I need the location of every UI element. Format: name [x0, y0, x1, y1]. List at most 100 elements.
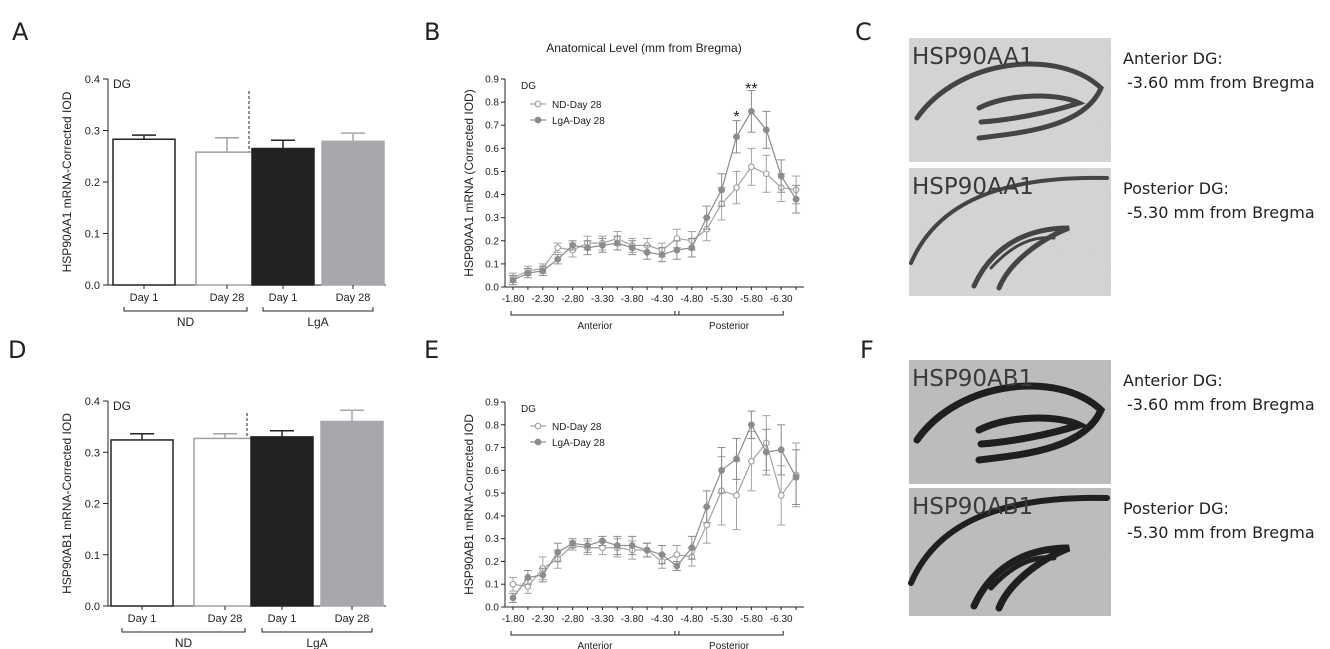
- y-tick-label: 0.4: [85, 74, 100, 86]
- data-point: [599, 537, 606, 545]
- panel-letter-a: A: [12, 18, 29, 46]
- data-point: [748, 163, 755, 171]
- data-point: [613, 239, 621, 247]
- image-caption-line1: Posterior DG:: [1123, 179, 1229, 198]
- x-tick-label: -1.80: [502, 294, 525, 305]
- data-point: [703, 503, 711, 511]
- x-tick-label: -3.80: [621, 294, 644, 305]
- histology-image: HSP90AA1 Posterior DG: -5.30 mm from Bregm…: [909, 168, 1315, 296]
- chart-e: 0.0 0.1 0.2 0.3 0.4 0.5 0.6 0.7 0.8 0.9 -1.80 -2.30…: [462, 398, 805, 649]
- group-label: LgA: [306, 636, 327, 649]
- image-label: HSP90AB1: [912, 366, 1033, 392]
- image-caption-line2: -5.30 mm from Bregma: [1127, 523, 1315, 542]
- series-line: [512, 441, 797, 588]
- group-bracket: [262, 307, 374, 312]
- y-tick-label: 0.1: [485, 259, 499, 270]
- x-tick-label: Day 28: [210, 292, 245, 304]
- y-tick-label: 0.2: [485, 557, 499, 568]
- data-point: [733, 133, 740, 141]
- data-point: [584, 542, 591, 549]
- x-tick-label: Day 28: [335, 613, 370, 625]
- y-tick-label: 0.0: [485, 603, 499, 614]
- data-point: [777, 446, 785, 454]
- data-point: [762, 170, 770, 178]
- image-texture: [909, 168, 1111, 296]
- y-tick-label: 0.5: [485, 167, 499, 178]
- x-tick-label: -4.80: [680, 614, 703, 625]
- x-tick-label: -2.80: [561, 294, 584, 305]
- data-point: [658, 551, 666, 559]
- group-bracket: [261, 628, 373, 633]
- x-tick-label: -4.80: [680, 294, 703, 305]
- x-tick-label: -4.30: [651, 614, 674, 625]
- region-bracket: [510, 631, 680, 636]
- region-bracket-label: Anterior: [577, 321, 613, 332]
- legend-label: ND-Day 28: [552, 100, 602, 111]
- y-tick-label: 0.3: [485, 213, 499, 224]
- y-tick-label: 0.6: [485, 144, 499, 155]
- image-caption-line1: Posterior DG:: [1123, 499, 1229, 518]
- data-point: [673, 562, 681, 570]
- bar: [321, 140, 385, 286]
- ca-layer: [908, 494, 1110, 586]
- region-label: DG: [521, 81, 536, 92]
- data-point: [673, 246, 681, 254]
- x-tick-label: Day 1: [128, 613, 157, 625]
- histology-image: HSP90AB1 Posterior DG: -5.30 mm from Bregm…: [908, 488, 1315, 616]
- x-tick-label: -6.30: [770, 614, 793, 625]
- data-point: [718, 186, 725, 194]
- data-point: [748, 421, 755, 429]
- x-tick-label: -5.30: [710, 614, 733, 625]
- x-tick-label: -3.80: [621, 614, 644, 625]
- y-tick-label: 0.1: [85, 229, 100, 241]
- granule-cell-layer: [970, 544, 1071, 612]
- image-label: HSP90AA1: [912, 174, 1034, 200]
- data-point: [509, 594, 517, 602]
- data-point: [733, 455, 740, 463]
- granule-cell-layer: [913, 382, 1106, 464]
- data-point: [628, 542, 636, 549]
- x-tick-label: -4.30: [651, 294, 674, 305]
- group-bracket: [121, 628, 246, 633]
- bar: [320, 420, 384, 607]
- histology-image: HSP90AB1 Anterior DG: -3.60 mm from Bregma: [909, 360, 1315, 484]
- panel-letter-b: B: [424, 18, 440, 46]
- y-tick-label: 0.4: [85, 396, 100, 408]
- x-tick-label: -2.80: [561, 614, 584, 625]
- y-tick-label: 0.0: [85, 601, 100, 613]
- data-point: [524, 573, 532, 581]
- data-point: [658, 251, 666, 259]
- significance-marker: **: [745, 81, 757, 98]
- image-caption-line1: Anterior DG:: [1123, 371, 1223, 390]
- data-point: [703, 214, 711, 222]
- data-point: [539, 571, 547, 579]
- data-point: [643, 248, 651, 256]
- data-point: [613, 542, 621, 549]
- panel-letter-c: C: [855, 18, 872, 46]
- x-tick-label: Day 1: [130, 292, 159, 304]
- region-bracket-label: Posterior: [709, 321, 750, 332]
- region-bracket-label: Anterior: [577, 641, 613, 649]
- bar: [250, 436, 314, 607]
- chart-d: 0.0 0.1 0.2 0.3 0.4 HSP90AB1 mRNA-Corrected I…: [60, 396, 386, 649]
- significance-marker: *: [733, 109, 739, 126]
- data-point: [673, 551, 681, 559]
- data-point: [762, 126, 770, 134]
- x-tick-label: Day 28: [208, 613, 243, 625]
- data-point: [718, 466, 725, 474]
- image-caption-line2: -3.60 mm from Bregma: [1127, 395, 1315, 414]
- y-tick-label: 0.8: [485, 98, 499, 109]
- histology-image: HSP90AA1 Anterior DG: -3.60 mm from Bregma: [909, 38, 1315, 162]
- data-point: [554, 244, 562, 252]
- y-tick-label: 0.4: [485, 511, 499, 522]
- data-point: [792, 473, 800, 481]
- series-line: [512, 423, 797, 599]
- x-tick-label: -3.30: [591, 614, 614, 625]
- legend-label: ND-Day 28: [552, 422, 602, 433]
- image-caption-line1: Anterior DG:: [1123, 49, 1223, 68]
- y-tick-label: 0.0: [85, 280, 100, 292]
- bar: [195, 151, 259, 286]
- legend-marker: [534, 422, 542, 430]
- x-tick-label: -1.80: [502, 614, 525, 625]
